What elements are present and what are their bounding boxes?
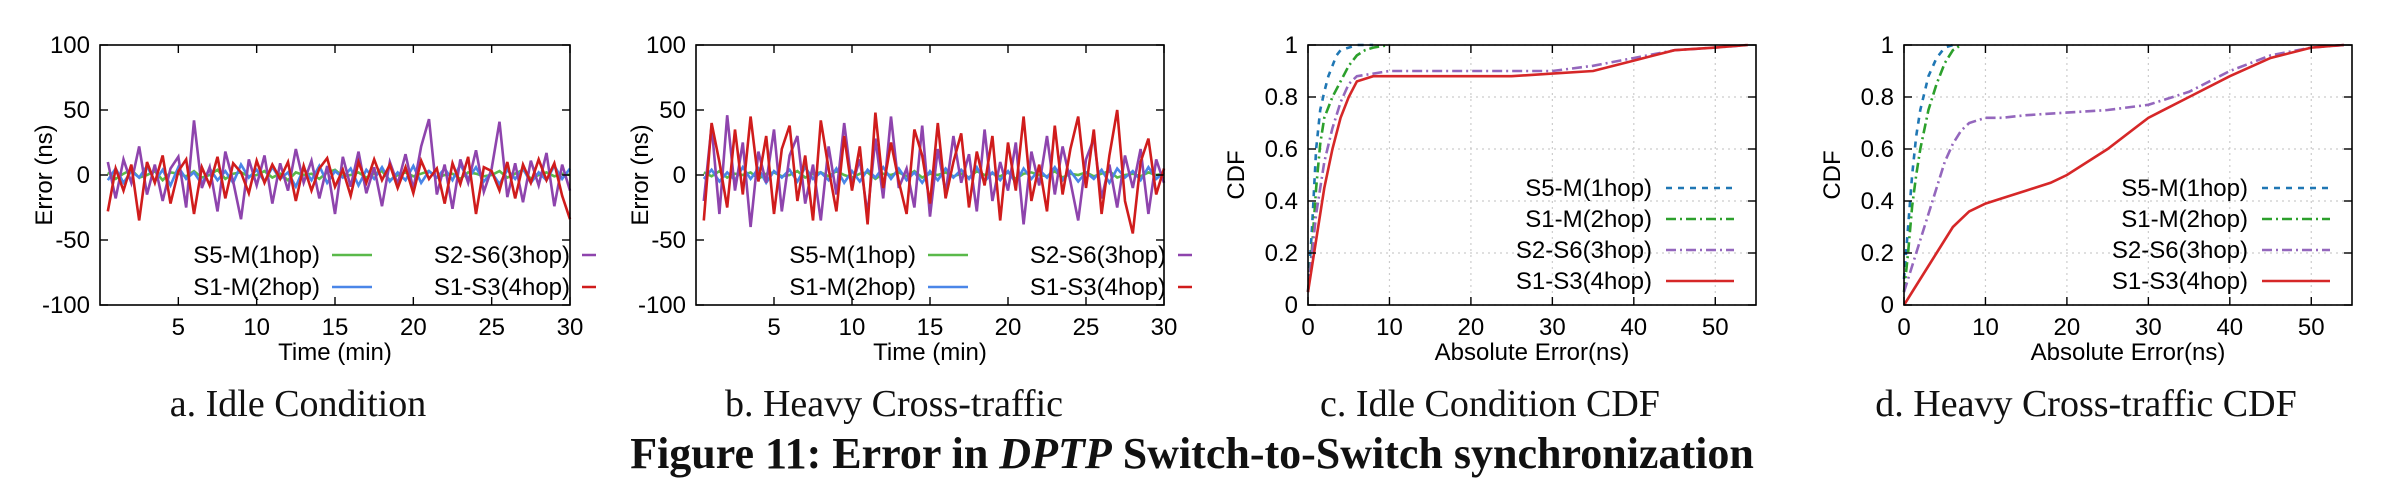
y-axis-label: CDF xyxy=(1819,150,1846,199)
series-line xyxy=(1902,43,1954,280)
x-tick-label: 10 xyxy=(1376,314,1403,341)
legend-label: S5-M(1hop) xyxy=(193,242,320,269)
legend-label: S1-S3(4hop) xyxy=(434,274,570,301)
figure-title-prefix: Error in xyxy=(832,429,989,478)
y-tick-label: -100 xyxy=(42,292,90,319)
figure-label: Figure 11: xyxy=(630,429,822,478)
x-axis-label: Absolute Error(ns) xyxy=(1435,339,1630,366)
y-tick-label: 0 xyxy=(673,162,686,189)
legend-label: S1-M(2hop) xyxy=(1525,206,1652,233)
y-tick-label: -50 xyxy=(651,227,686,254)
series-line xyxy=(702,115,1166,228)
x-tick-label: 40 xyxy=(2216,314,2243,341)
x-tick-label: 20 xyxy=(400,314,427,341)
y-tick-label: 1 xyxy=(1285,32,1298,59)
x-tick-label: 10 xyxy=(243,314,270,341)
y-tick-label: 0 xyxy=(1285,292,1298,319)
caption-b: b. Heavy Cross-traffic xyxy=(724,383,1064,425)
y-tick-label: 1 xyxy=(1881,32,1894,59)
legend-label: S2-S6(3hop) xyxy=(434,242,570,269)
x-tick-label: 10 xyxy=(839,314,866,341)
x-tick-label: 30 xyxy=(1539,314,1566,341)
y-tick-label: 50 xyxy=(63,97,90,124)
x-tick-label: 50 xyxy=(1702,314,1729,341)
y-tick-label: 0.8 xyxy=(1861,84,1894,111)
y-tick-label: 0 xyxy=(77,162,90,189)
y-axis-label: Error (ns) xyxy=(627,124,654,225)
chart-panel-b: 5 10 15 20 25 30 -100 -50 0 50 100 Time (min) Error … xyxy=(627,32,1192,366)
series-line xyxy=(1306,43,1748,293)
x-tick-label: 50 xyxy=(2298,314,2325,341)
legend-label: S1-S3(4hop) xyxy=(1030,274,1166,301)
series-line xyxy=(702,109,1166,234)
series-line xyxy=(106,155,572,221)
legend-label: S1-M(2hop) xyxy=(193,274,320,301)
x-axis-label: Absolute Error(ns) xyxy=(2031,339,2226,366)
series-line xyxy=(1902,43,1962,293)
y-tick-label: 0.2 xyxy=(1861,240,1894,267)
x-tick-label: 30 xyxy=(1151,314,1178,341)
series-line xyxy=(1306,43,1390,293)
y-tick-label: 0.6 xyxy=(1265,136,1298,163)
series-line xyxy=(1902,43,2344,306)
legend-label: S5-M(1hop) xyxy=(1525,175,1652,202)
x-tick-label: 5 xyxy=(172,314,185,341)
x-axis-label: Time (min) xyxy=(873,339,987,366)
y-axis-label: CDF xyxy=(1223,150,1250,199)
series-line xyxy=(106,118,572,220)
x-tick-label: 30 xyxy=(557,314,584,341)
y-axis-label: Error (ns) xyxy=(31,124,58,225)
y-tick-label: -50 xyxy=(55,227,90,254)
x-tick-label: 5 xyxy=(767,314,780,341)
x-tick-label: 0 xyxy=(1301,314,1314,341)
x-axis-label: Time (min) xyxy=(278,339,392,366)
x-tick-label: 25 xyxy=(478,314,505,341)
y-tick-label: 0.6 xyxy=(1861,136,1894,163)
y-tick-label: 0.4 xyxy=(1861,188,1894,215)
y-tick-label: 100 xyxy=(646,32,686,59)
x-tick-label: 40 xyxy=(1620,314,1647,341)
legend-label: S1-M(2hop) xyxy=(2121,206,2248,233)
x-tick-label: 0 xyxy=(1897,314,1910,341)
y-tick-label: 0.2 xyxy=(1265,240,1298,267)
figure-title-suffix: Switch-to-Switch synchronization xyxy=(1122,429,1754,478)
legend-label: S1-S3(4hop) xyxy=(1516,268,1652,295)
legend-label: S2-S6(3hop) xyxy=(2112,237,2248,264)
y-tick-label: 0.8 xyxy=(1265,84,1298,111)
plot-frame xyxy=(1903,44,2353,306)
y-tick-label: -100 xyxy=(638,292,686,319)
legend-label: S5-M(1hop) xyxy=(789,242,916,269)
x-tick-label: 15 xyxy=(322,314,349,341)
x-tick-label: 20 xyxy=(995,314,1022,341)
y-tick-label: 0.4 xyxy=(1265,188,1298,215)
x-tick-label: 30 xyxy=(2135,314,2162,341)
series-line xyxy=(1306,43,1748,293)
y-tick-label: 0 xyxy=(1881,292,1894,319)
legend-label: S1-S3(4hop) xyxy=(2112,268,2248,295)
x-tick-label: 25 xyxy=(1073,314,1100,341)
chart-panel-a: 5 10 15 20 25 30 -100 -50 0 50 100 Time (min) Error … xyxy=(31,32,596,366)
caption-c: c. Idle Condition CDF xyxy=(1320,383,1660,425)
caption-d: d. Heavy Cross-traffic CDF xyxy=(1875,383,2297,425)
x-tick-label: 20 xyxy=(2054,314,2081,341)
legend-label: S2-S6(3hop) xyxy=(1030,242,1166,269)
series-line xyxy=(1306,43,1374,293)
plot-frame xyxy=(1307,44,1757,306)
chart-panel-d: 0 10 20 30 40 50 0 0.2 0.4 0.6 0.8 1 Absolute Error(… xyxy=(1819,32,2353,366)
y-tick-label: 50 xyxy=(659,97,686,124)
y-tick-label: 100 xyxy=(50,32,90,59)
legend-label: S5-M(1hop) xyxy=(2121,175,2248,202)
x-tick-label: 10 xyxy=(1972,314,1999,341)
legend-label: S1-M(2hop) xyxy=(789,274,916,301)
figure-title-emph: DPTP xyxy=(999,429,1112,478)
figure-title: Figure 11: Error in DPTP Switch-to-Switc… xyxy=(0,428,2384,479)
caption-a: a. Idle Condition xyxy=(169,383,427,425)
x-tick-label: 15 xyxy=(917,314,944,341)
legend-label: S2-S6(3hop) xyxy=(1516,237,1652,264)
chart-panel-c: 0 10 20 30 40 50 0 0.2 0.4 0.6 0.8 1 Absolute Error(… xyxy=(1223,32,1757,366)
x-tick-label: 20 xyxy=(1458,314,1485,341)
